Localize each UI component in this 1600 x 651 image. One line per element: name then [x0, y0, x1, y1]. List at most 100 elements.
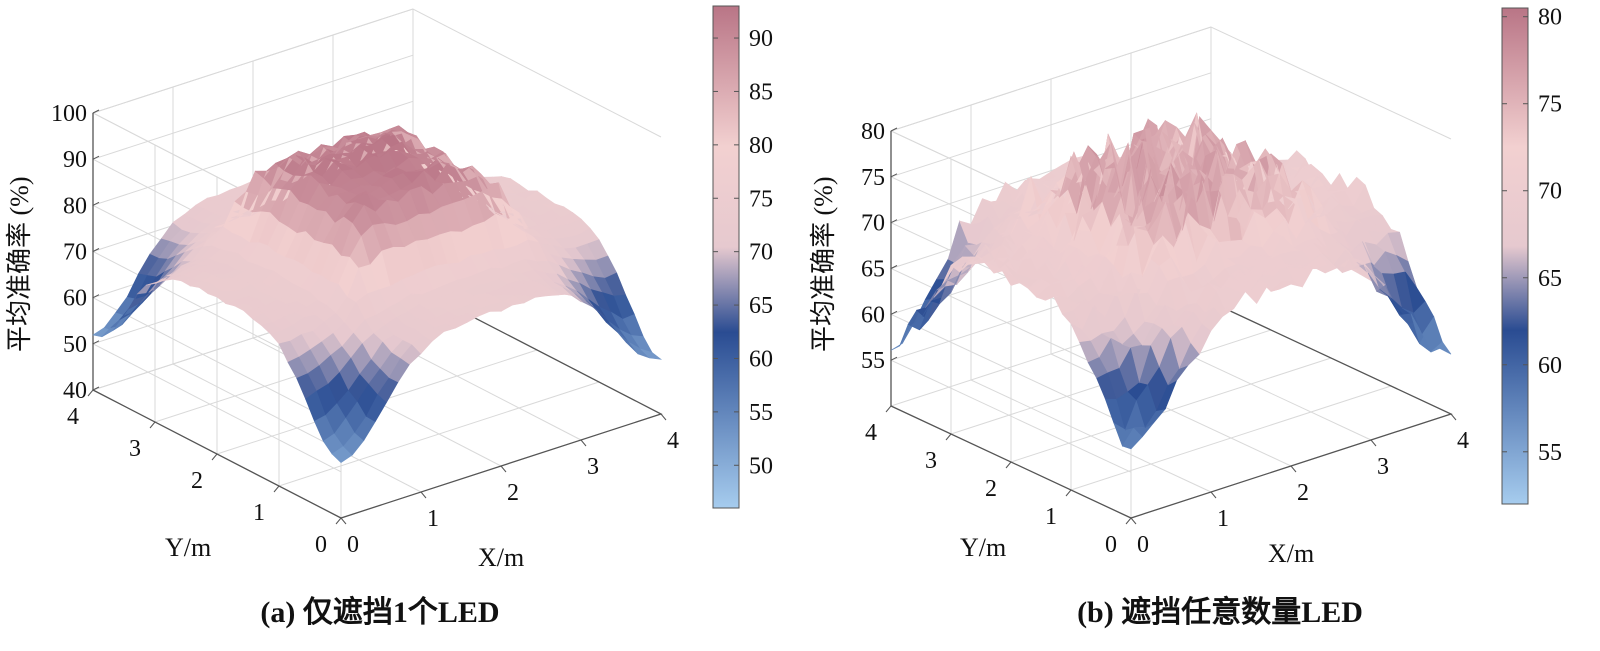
x-tick-mark — [1370, 439, 1377, 447]
z-tick-label: 65 — [861, 257, 885, 283]
z-tick-label: 80 — [861, 119, 885, 145]
y-tick-mark — [273, 485, 280, 493]
y-tick-mark — [1005, 461, 1012, 469]
x-tick-mark — [1290, 465, 1297, 473]
colorbar-tick-label: 75 — [1538, 92, 1562, 118]
x-tick-label: 4 — [667, 428, 679, 454]
z-tick-mark — [92, 294, 100, 299]
surface-patch — [1327, 173, 1349, 192]
z-tick-label: 60 — [63, 286, 87, 312]
z-tick-label: 70 — [63, 240, 87, 266]
z-tick-mark — [92, 201, 100, 206]
surface-plot — [92, 125, 663, 463]
x-tick-mark — [660, 413, 667, 421]
x-tick-label: 0 — [347, 532, 359, 558]
y-tick-label: 1 — [1045, 504, 1057, 530]
colorbar-tick-label: 85 — [749, 79, 773, 105]
colorbar-tick-label: 90 — [749, 26, 773, 52]
z-axis-label: 平均准确率 (%) — [5, 177, 34, 352]
y-tick-label: 3 — [129, 436, 141, 462]
axis-ticks: 55 60 65 70 75 80 0 1 2 3 4 0 1 2 3 4 — [861, 119, 1469, 558]
x-tick-mark — [1210, 491, 1217, 499]
x-tick-label: 2 — [507, 480, 519, 506]
grid-line — [1010, 357, 1332, 463]
colorbar: 55 60 65 70 75 80 — [1501, 5, 1562, 505]
x-axis-label: X/m — [1268, 539, 1314, 568]
y-tick-mark — [945, 433, 952, 441]
x-tick-mark — [420, 491, 427, 499]
colorbar-tick-label: 60 — [749, 346, 773, 372]
y-tick-label: 0 — [315, 532, 327, 558]
surface-patch — [640, 348, 663, 360]
z-tick-mark — [92, 109, 100, 114]
colorbar-ticks: 55 60 65 70 75 80 — [1502, 5, 1562, 466]
y-tick-mark — [1065, 489, 1072, 497]
y-tick-mark — [1125, 517, 1132, 525]
x-tick-label: 1 — [1217, 506, 1229, 532]
z-axis-label: 平均准确率 (%) — [809, 177, 838, 352]
y-tick-mark — [149, 421, 156, 429]
z-tick-label: 70 — [861, 211, 885, 237]
x-tick-label: 2 — [1297, 480, 1309, 506]
colorbar-ticks: 50 55 60 65 70 75 80 85 90 — [713, 26, 773, 479]
x-tick-label: 3 — [1377, 454, 1389, 480]
colorbar-tick-label: 50 — [749, 453, 773, 479]
x-tick-mark — [1450, 413, 1457, 421]
x-tick-label: 1 — [427, 506, 439, 532]
y-tick-label: 2 — [985, 476, 997, 502]
z-tick-mark — [92, 340, 100, 345]
z-tick-label: 50 — [63, 332, 87, 358]
z-tick-mark — [890, 310, 898, 315]
x-tick-mark — [340, 517, 347, 525]
figure-caption-b: (b) 遮挡任意数量LED — [1077, 595, 1363, 629]
y-tick-mark — [87, 389, 94, 397]
z-tick-label: 60 — [861, 302, 885, 328]
z-tick-mark — [890, 356, 898, 361]
x-tick-mark — [1130, 517, 1137, 525]
z-tick-mark — [92, 248, 100, 252]
z-tick-label: 90 — [63, 147, 87, 173]
y-tick-label: 0 — [1105, 532, 1117, 558]
surface-patch — [1430, 341, 1452, 355]
y-tick-label: 1 — [253, 500, 265, 526]
colorbar-scale — [712, 5, 740, 509]
y-tick-label: 3 — [925, 448, 937, 474]
x-tick-label: 4 — [1457, 428, 1469, 454]
y-tick-mark — [211, 453, 218, 461]
y-tick-mark — [885, 405, 892, 413]
colorbar-tick-label: 60 — [1538, 353, 1562, 379]
colorbar-tick-label: 65 — [749, 293, 773, 319]
colorbar: 50 55 60 65 70 75 80 85 90 — [712, 5, 773, 509]
x-tick-label: 0 — [1137, 532, 1149, 558]
x-tick-label: 3 — [587, 454, 599, 480]
x-axis-label: X/m — [478, 543, 524, 572]
colorbar-tick-label: 55 — [1538, 440, 1562, 466]
grid-line — [91, 8, 662, 242]
chart-panel-b: 55 60 65 70 75 80 0 1 2 3 4 0 1 2 3 4 X/m Y/m 平均准确率 (%)… — [809, 5, 1562, 629]
y-tick-label: 4 — [67, 404, 79, 430]
y-tick-mark — [335, 517, 342, 525]
z-tick-label: 55 — [861, 348, 885, 374]
y-tick-label: 2 — [191, 468, 203, 494]
z-tick-mark — [92, 386, 100, 391]
y-axis-label: Y/m — [165, 533, 211, 562]
y-axis-label: Y/m — [960, 533, 1006, 562]
colorbar-tick-label: 75 — [749, 186, 773, 212]
colorbar-tick-label: 80 — [749, 133, 773, 159]
z-tick-mark — [890, 173, 898, 178]
x-tick-mark — [580, 439, 587, 447]
z-tick-label: 80 — [63, 193, 87, 219]
z-tick-mark — [890, 219, 898, 224]
colorbar-scale — [1501, 7, 1529, 505]
figure-caption-a: (a) 仅遮挡1个LED — [260, 595, 499, 629]
colorbar-tick-label: 65 — [1538, 266, 1562, 292]
y-tick-label: 4 — [865, 420, 877, 446]
surface-plot — [890, 112, 1452, 450]
colorbar-tick-label: 70 — [749, 240, 773, 266]
z-tick-label: 100 — [51, 101, 87, 127]
z-tick-mark — [890, 265, 898, 269]
colorbar-tick-label: 70 — [1538, 179, 1562, 205]
